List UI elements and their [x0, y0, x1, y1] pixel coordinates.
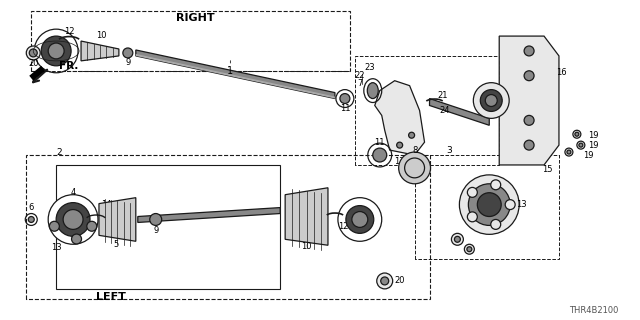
Circle shape: [467, 212, 477, 222]
Text: THR4B2100: THR4B2100: [570, 306, 619, 315]
Circle shape: [352, 212, 368, 228]
Text: 4: 4: [70, 188, 76, 197]
Circle shape: [573, 130, 581, 138]
Circle shape: [408, 132, 415, 138]
Circle shape: [26, 46, 40, 60]
Polygon shape: [375, 81, 424, 155]
Circle shape: [567, 150, 571, 154]
Circle shape: [346, 206, 374, 233]
Circle shape: [399, 152, 431, 184]
Circle shape: [577, 141, 585, 149]
Text: 9: 9: [125, 58, 131, 67]
Circle shape: [338, 198, 381, 241]
Circle shape: [123, 48, 133, 58]
Circle shape: [150, 213, 162, 225]
Text: 24: 24: [439, 106, 450, 115]
Text: 2: 2: [56, 148, 62, 156]
Circle shape: [524, 140, 534, 150]
Circle shape: [485, 95, 497, 107]
Text: FR.: FR.: [59, 61, 79, 71]
Text: 13: 13: [51, 243, 61, 252]
Text: 19: 19: [589, 140, 599, 150]
Text: 23: 23: [364, 63, 375, 72]
Circle shape: [468, 184, 510, 225]
Polygon shape: [81, 41, 119, 61]
Text: 20: 20: [28, 59, 38, 68]
Circle shape: [575, 132, 579, 136]
Circle shape: [491, 220, 500, 229]
Circle shape: [29, 49, 37, 57]
Text: 17: 17: [394, 157, 405, 166]
Circle shape: [465, 244, 474, 254]
Circle shape: [87, 221, 97, 231]
Text: RIGHT: RIGHT: [176, 13, 215, 23]
Circle shape: [35, 29, 78, 73]
Text: 22: 22: [355, 71, 365, 80]
Text: 21: 21: [437, 91, 448, 100]
Text: 10: 10: [301, 242, 311, 251]
Circle shape: [377, 273, 393, 289]
Text: 8: 8: [412, 146, 417, 155]
Circle shape: [460, 175, 519, 234]
Text: 12: 12: [64, 27, 74, 36]
Text: 10: 10: [96, 31, 106, 40]
Text: 3: 3: [447, 146, 452, 155]
Polygon shape: [29, 66, 45, 81]
Circle shape: [565, 148, 573, 156]
Text: 19: 19: [584, 150, 594, 160]
Circle shape: [579, 143, 583, 147]
Polygon shape: [99, 198, 136, 241]
Text: 7: 7: [357, 79, 362, 88]
Circle shape: [505, 200, 515, 210]
Polygon shape: [136, 50, 335, 99]
Polygon shape: [136, 54, 335, 99]
Text: 14: 14: [100, 200, 111, 209]
Circle shape: [28, 217, 35, 222]
Text: 11: 11: [340, 104, 350, 113]
Text: 9: 9: [153, 226, 158, 235]
Text: 19: 19: [589, 131, 599, 140]
Text: 12: 12: [338, 222, 348, 231]
Circle shape: [48, 43, 64, 59]
Polygon shape: [429, 99, 489, 125]
Circle shape: [451, 233, 463, 245]
Circle shape: [480, 90, 502, 111]
Circle shape: [491, 180, 500, 190]
Circle shape: [63, 210, 83, 229]
Text: 18: 18: [406, 153, 417, 162]
Text: 13: 13: [516, 200, 527, 209]
Text: 20: 20: [394, 276, 405, 285]
Circle shape: [467, 188, 477, 197]
Circle shape: [48, 195, 98, 244]
Circle shape: [524, 46, 534, 56]
Text: LEFT: LEFT: [96, 292, 126, 302]
Polygon shape: [138, 208, 280, 222]
Text: 15: 15: [542, 165, 552, 174]
Circle shape: [381, 277, 388, 285]
Circle shape: [56, 203, 90, 236]
Circle shape: [41, 36, 71, 66]
Circle shape: [474, 83, 509, 118]
Circle shape: [372, 148, 387, 162]
Circle shape: [524, 116, 534, 125]
Circle shape: [397, 142, 403, 148]
Text: 1: 1: [227, 66, 234, 76]
Text: 16: 16: [556, 68, 566, 77]
Circle shape: [467, 247, 472, 252]
Polygon shape: [499, 36, 559, 165]
Circle shape: [524, 71, 534, 81]
Ellipse shape: [367, 83, 378, 99]
Circle shape: [454, 236, 460, 242]
Circle shape: [72, 234, 81, 244]
Text: 11: 11: [374, 138, 385, 147]
Text: 5: 5: [113, 240, 118, 249]
Circle shape: [49, 221, 60, 231]
Circle shape: [340, 93, 350, 103]
Polygon shape: [285, 188, 328, 245]
Text: 6: 6: [29, 203, 34, 212]
Circle shape: [477, 193, 501, 217]
